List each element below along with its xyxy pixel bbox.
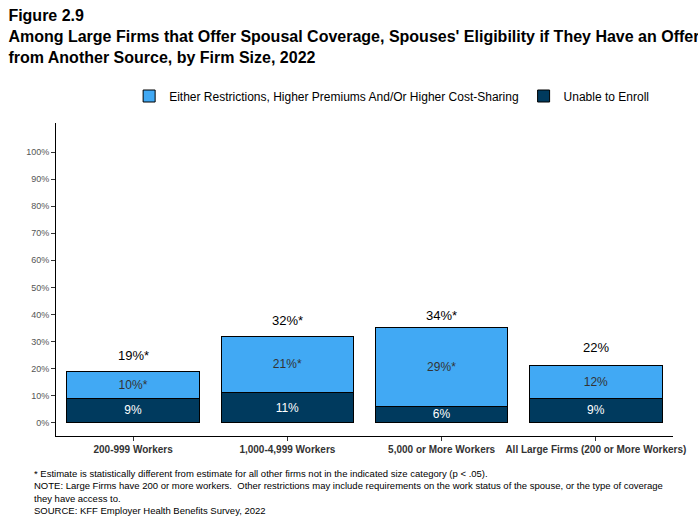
svg-text:1,000-4,999 Workers: 1,000-4,999 Workers <box>239 444 335 455</box>
svg-text:22%: 22% <box>583 340 609 355</box>
svg-text:* Estimate is statistically di: * Estimate is statistically different fr… <box>34 468 663 516</box>
svg-text:21%*: 21%* <box>273 357 302 371</box>
svg-text:40%: 40% <box>31 310 49 320</box>
svg-text:12%: 12% <box>584 375 608 389</box>
svg-text:20%: 20% <box>31 364 49 374</box>
svg-text:70%: 70% <box>31 228 49 238</box>
svg-text:19%*: 19%* <box>118 348 149 363</box>
svg-text:10%*: 10%* <box>119 378 148 392</box>
svg-text:80%: 80% <box>31 201 49 211</box>
svg-text:34%*: 34%* <box>426 308 457 323</box>
svg-text:0%: 0% <box>36 418 49 428</box>
svg-text:29%*: 29%* <box>427 360 456 374</box>
svg-text:200-999 Workers: 200-999 Workers <box>93 444 173 455</box>
svg-text:30%: 30% <box>31 337 49 347</box>
svg-text:6%: 6% <box>433 407 451 421</box>
svg-text:11%: 11% <box>276 401 299 415</box>
svg-text:100%: 100% <box>26 147 49 157</box>
svg-text:5,000 or More Workers: 5,000 or More Workers <box>388 444 496 455</box>
svg-text:All Large Firms (200 or More W: All Large Firms (200 or More Workers) <box>505 444 686 455</box>
svg-text:Figure 2.9Among Large Firms th: Figure 2.9Among Large Firms that Offer S… <box>8 7 698 66</box>
svg-text:50%: 50% <box>31 283 49 293</box>
svg-text:9%: 9% <box>124 403 142 417</box>
svg-text:10%: 10% <box>31 391 49 401</box>
svg-text:9%: 9% <box>587 403 605 417</box>
svg-text:Either Restrictions, Higher Pr: Either Restrictions, Higher Premiums And… <box>169 90 518 104</box>
svg-text:90%: 90% <box>31 174 49 184</box>
svg-text:32%*: 32%* <box>272 313 303 328</box>
svg-text:60%: 60% <box>31 255 49 265</box>
svg-text:Unable to Enroll: Unable to Enroll <box>564 90 649 104</box>
